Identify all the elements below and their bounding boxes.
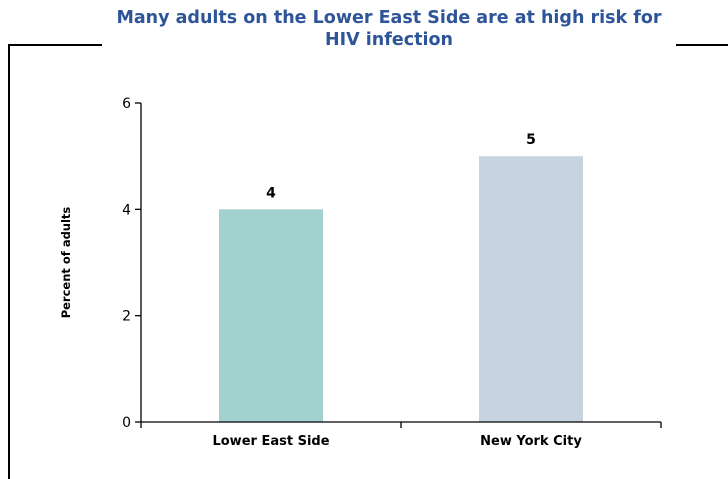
y-tick-label: 2 — [122, 309, 131, 325]
data-label: 4 — [266, 185, 276, 201]
x-tick-label: Lower East Side — [212, 434, 329, 449]
chart-title: Many adults on the Lower East Side are a… — [116, 8, 662, 50]
data-label: 5 — [526, 132, 536, 148]
x-tick-label: New York City — [480, 434, 582, 449]
y-tick-label: 4 — [122, 202, 131, 218]
frame-line-top-right — [676, 44, 728, 46]
frame-line-left — [8, 44, 10, 479]
bar-lower-east-side — [219, 209, 323, 422]
y-tick-label: 6 — [122, 96, 131, 112]
y-axis-label: Percent of adults — [59, 207, 73, 319]
frame-line-top-left — [8, 44, 102, 46]
bar-new-york-city — [479, 156, 583, 422]
y-tick-label: 0 — [122, 415, 131, 431]
